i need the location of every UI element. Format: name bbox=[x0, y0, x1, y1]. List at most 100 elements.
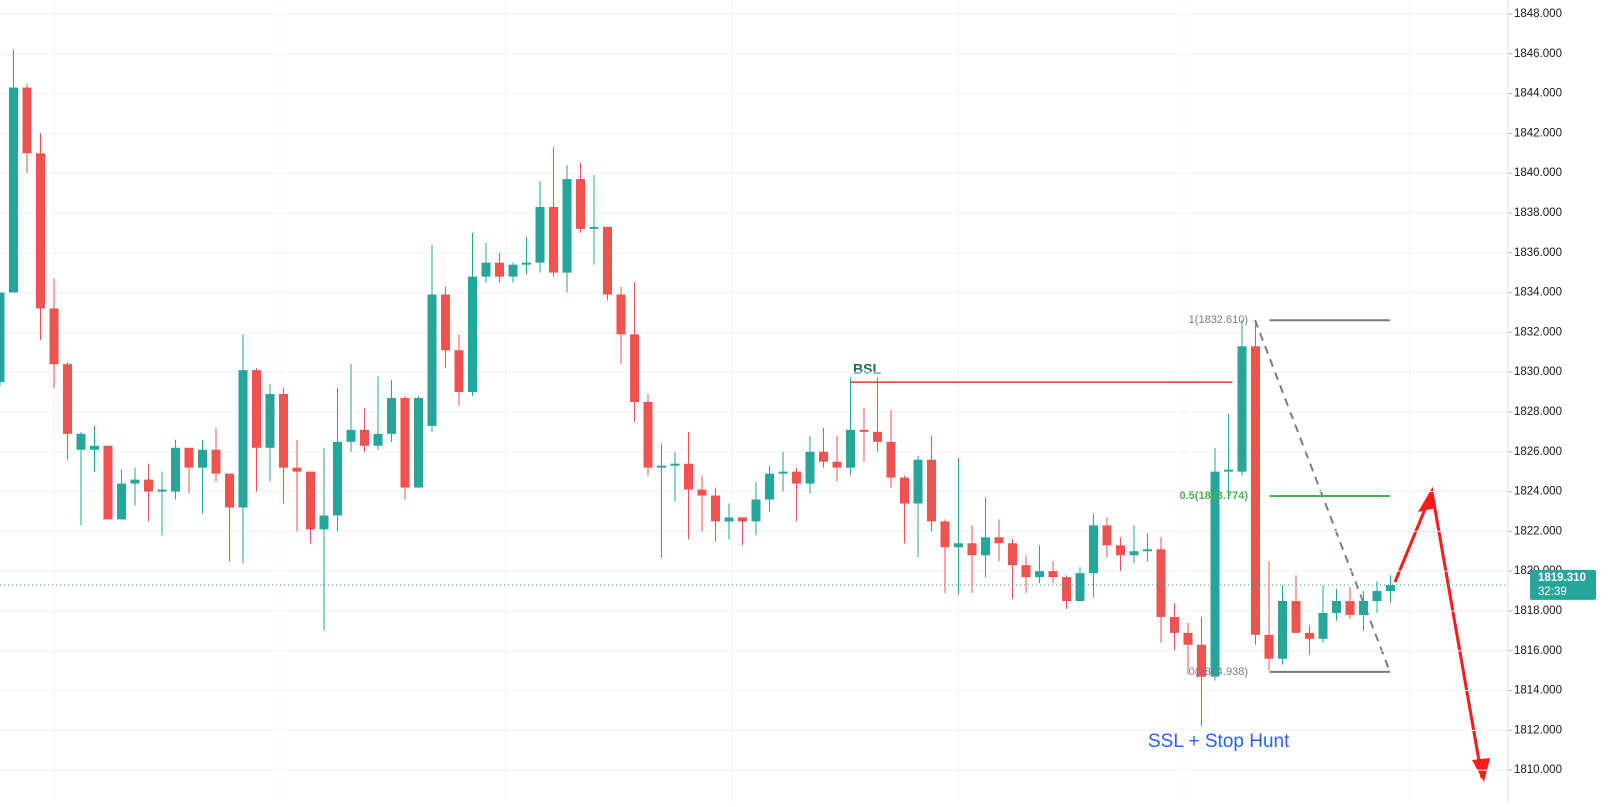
y-tick-label: 1816.000 bbox=[1514, 645, 1562, 657]
y-tick-label: 1836.000 bbox=[1514, 247, 1562, 259]
y-tick-label: 1848.000 bbox=[1514, 8, 1562, 20]
candle-body bbox=[171, 447, 180, 492]
candle-body bbox=[90, 445, 99, 450]
candle-body bbox=[1197, 644, 1206, 677]
candle-body bbox=[414, 398, 423, 488]
candle-body bbox=[22, 87, 32, 154]
candle-body bbox=[346, 429, 356, 442]
candle-body bbox=[157, 489, 167, 492]
candle-body bbox=[819, 451, 828, 462]
candle-body bbox=[1264, 634, 1274, 659]
y-tick-label: 1832.000 bbox=[1514, 326, 1562, 338]
candle-body bbox=[778, 471, 788, 474]
y-tick-label: 1842.000 bbox=[1514, 127, 1562, 139]
candle-body bbox=[1332, 601, 1341, 613]
candle-body bbox=[508, 264, 518, 277]
candle-body bbox=[319, 515, 329, 530]
candle-body bbox=[387, 398, 396, 434]
candle-body bbox=[670, 463, 680, 466]
candle-body bbox=[1170, 616, 1179, 633]
candle-body bbox=[954, 543, 963, 548]
last-price-box bbox=[1530, 569, 1596, 600]
candle-body bbox=[265, 394, 275, 448]
candle-body bbox=[279, 394, 288, 468]
y-tick-label: 1840.000 bbox=[1514, 167, 1562, 179]
candle-body bbox=[886, 441, 896, 478]
candle-body bbox=[724, 517, 734, 522]
candle-body bbox=[1143, 549, 1152, 552]
candle-body bbox=[805, 451, 815, 484]
bsl-label: BSL bbox=[853, 361, 881, 377]
y-tick-label: 1810.000 bbox=[1514, 764, 1562, 776]
candle-body bbox=[9, 87, 18, 293]
y-tick-label: 1834.000 bbox=[1514, 287, 1562, 299]
y-tick-label: 1828.000 bbox=[1514, 406, 1562, 418]
candle-body bbox=[400, 398, 410, 488]
arrow-head bbox=[1418, 488, 1436, 512]
candle-body bbox=[1318, 612, 1328, 639]
candle-body bbox=[657, 465, 666, 468]
candle-body bbox=[36, 153, 45, 309]
candle-body bbox=[1359, 601, 1368, 615]
candle-body bbox=[900, 477, 909, 504]
candle-body bbox=[616, 294, 626, 335]
fib-label: 1(1832.610) bbox=[1189, 314, 1248, 326]
candle-body bbox=[981, 537, 990, 556]
candle-body bbox=[792, 471, 801, 484]
candle-body bbox=[292, 467, 302, 472]
candle-body bbox=[765, 473, 774, 500]
candle-body bbox=[589, 226, 599, 229]
candle-body bbox=[117, 483, 126, 520]
candle-body bbox=[535, 206, 545, 263]
candle-body bbox=[144, 479, 153, 492]
candle-body bbox=[333, 441, 342, 516]
candle-body bbox=[63, 364, 72, 434]
candle-body bbox=[873, 431, 882, 442]
candle-body bbox=[913, 459, 923, 504]
candle-body bbox=[360, 429, 369, 446]
y-tick-label: 1844.000 bbox=[1514, 88, 1562, 100]
candle-body bbox=[1089, 525, 1098, 574]
y-tick-label: 1838.000 bbox=[1514, 207, 1562, 219]
candle-body bbox=[630, 334, 639, 402]
candle-body bbox=[468, 276, 477, 393]
candle-body bbox=[1237, 346, 1247, 472]
candle-body bbox=[1156, 549, 1166, 617]
candle-body bbox=[1305, 632, 1314, 639]
candle-body bbox=[1035, 571, 1044, 578]
candle-body bbox=[1021, 565, 1031, 578]
candle-body bbox=[1102, 525, 1112, 546]
candle-body bbox=[76, 433, 86, 450]
candle-body bbox=[576, 179, 585, 229]
candle-body bbox=[643, 401, 653, 468]
candle-body bbox=[103, 445, 113, 520]
candle-body bbox=[994, 537, 1004, 544]
y-tick-label: 1818.000 bbox=[1514, 605, 1562, 617]
candle-body bbox=[927, 459, 936, 522]
fib-label: 0.5(1823.774) bbox=[1180, 490, 1249, 502]
y-tick-label: 1822.000 bbox=[1514, 525, 1562, 537]
fib-label: 0(1814.938) bbox=[1189, 666, 1248, 678]
candle-body bbox=[1075, 573, 1085, 602]
candle-body bbox=[427, 294, 437, 426]
candle-body bbox=[967, 543, 977, 556]
candle-body bbox=[184, 447, 194, 468]
candle-body bbox=[1251, 346, 1260, 635]
candle-body bbox=[1278, 601, 1287, 659]
candle-body bbox=[495, 262, 504, 277]
y-tick-label: 1812.000 bbox=[1514, 724, 1562, 736]
candle-body bbox=[940, 521, 950, 548]
candle-body bbox=[0, 292, 5, 383]
candle-body bbox=[454, 350, 464, 393]
candle-body bbox=[1116, 545, 1125, 556]
candle-body bbox=[373, 433, 383, 446]
candle-body bbox=[697, 489, 707, 496]
candle-body bbox=[252, 370, 261, 448]
candle-body bbox=[1129, 551, 1139, 556]
y-tick-label: 1826.000 bbox=[1514, 446, 1562, 458]
candle-body bbox=[711, 495, 720, 522]
candle-body bbox=[1062, 577, 1071, 602]
candle-body bbox=[306, 471, 315, 530]
candle-body bbox=[832, 461, 842, 468]
